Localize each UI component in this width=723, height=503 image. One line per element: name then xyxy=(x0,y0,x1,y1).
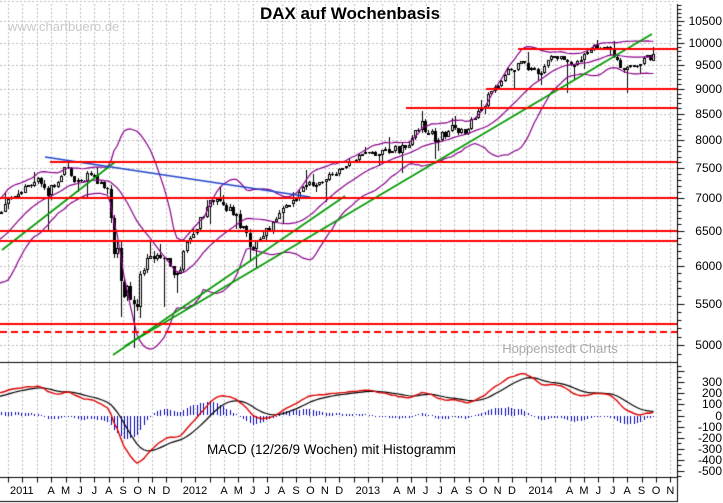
price-axis-label: 5500 xyxy=(695,297,722,311)
x-axis-month-label: N xyxy=(148,485,156,497)
x-axis-month-label: D xyxy=(508,485,516,497)
price-axis-label: 10000 xyxy=(688,36,722,50)
macd-axis-label: -400 xyxy=(697,453,722,467)
x-axis-month-label: J xyxy=(264,485,270,497)
x-axis-month-label: N xyxy=(666,485,675,497)
macd-axis-label: 200 xyxy=(701,386,722,400)
price-axis-label: 8500 xyxy=(695,107,722,121)
macd-axis-label: -300 xyxy=(697,442,722,456)
macd-indicator-label: MACD (12/26/9 Wochen) mit Histogramm xyxy=(207,442,456,457)
x-axis-month-label: O xyxy=(133,485,142,497)
x-axis-month-label: S xyxy=(292,485,300,497)
x-axis-month-label: M xyxy=(579,485,589,497)
x-axis-month-label: D xyxy=(335,485,344,497)
x-axis-month-label: A xyxy=(277,485,286,497)
x-axis-month-label: S xyxy=(119,485,127,497)
x-axis-year-label: 2013 xyxy=(355,485,381,497)
price-axis-label: 9000 xyxy=(695,82,722,96)
x-axis-month-label: A xyxy=(393,485,401,497)
x-axis-year-label: 2012 xyxy=(182,485,208,497)
x-axis-month-label: A xyxy=(565,485,574,497)
chart-title: DAX auf Wochenbasis xyxy=(259,4,441,23)
x-axis-year-label: 2014 xyxy=(528,485,553,497)
x-axis-month-label: M xyxy=(233,485,243,497)
macd-axis-label: 100 xyxy=(701,397,722,411)
x-axis-month-label: A xyxy=(220,485,228,497)
macd-axis-label: 300 xyxy=(701,375,722,389)
x-axis-month-label: J xyxy=(610,485,616,497)
price-axis-label: 5000 xyxy=(695,338,722,352)
watermark-chartbuero: www.chartbuero.de xyxy=(8,19,120,34)
macd-axis-label: -200 xyxy=(697,431,722,445)
x-axis-month-label: J xyxy=(250,485,256,497)
x-axis-month-label: N xyxy=(320,485,329,497)
x-axis-month-label: J xyxy=(77,485,83,497)
x-axis-month-label: N xyxy=(493,485,502,497)
price-axis-label: 7000 xyxy=(695,191,722,205)
price-axis-label: 6500 xyxy=(695,224,722,238)
x-axis-month-label: A xyxy=(105,485,113,497)
x-axis-month-label: M xyxy=(406,485,416,497)
x-axis-month-label: M xyxy=(61,485,71,497)
x-axis-month-label: O xyxy=(306,485,315,497)
x-axis-month-label: D xyxy=(162,485,171,497)
x-axis-month-label: J xyxy=(91,485,98,497)
x-axis-month-label: A xyxy=(47,485,55,497)
price-axis-label: 8000 xyxy=(695,133,722,147)
branding-hoppenstedt: Hoppenstedt Charts xyxy=(502,341,618,356)
price-axis-label: 7500 xyxy=(695,161,722,175)
macd-axis-label: 0 xyxy=(715,409,722,423)
x-axis-year-label: 2011 xyxy=(10,485,34,497)
x-axis-month-label: S xyxy=(637,485,646,497)
x-axis-month-label: J xyxy=(437,485,443,497)
macd-axis-label: -500 xyxy=(697,464,722,478)
x-axis-month-label: A xyxy=(623,485,631,497)
x-axis-month-label: A xyxy=(450,485,459,497)
price-axis-label: 6000 xyxy=(695,259,722,273)
x-axis-month-label: O xyxy=(651,485,661,497)
x-axis-month-label: J xyxy=(422,485,429,497)
x-axis-month-label: J xyxy=(595,485,602,497)
x-axis-month-label: S xyxy=(465,485,473,497)
x-axis-month-label: O xyxy=(478,485,488,497)
price-axis-label: 10500 xyxy=(688,14,722,28)
price-axis-label: 9500 xyxy=(695,58,722,72)
macd-axis-label: -100 xyxy=(697,420,722,434)
